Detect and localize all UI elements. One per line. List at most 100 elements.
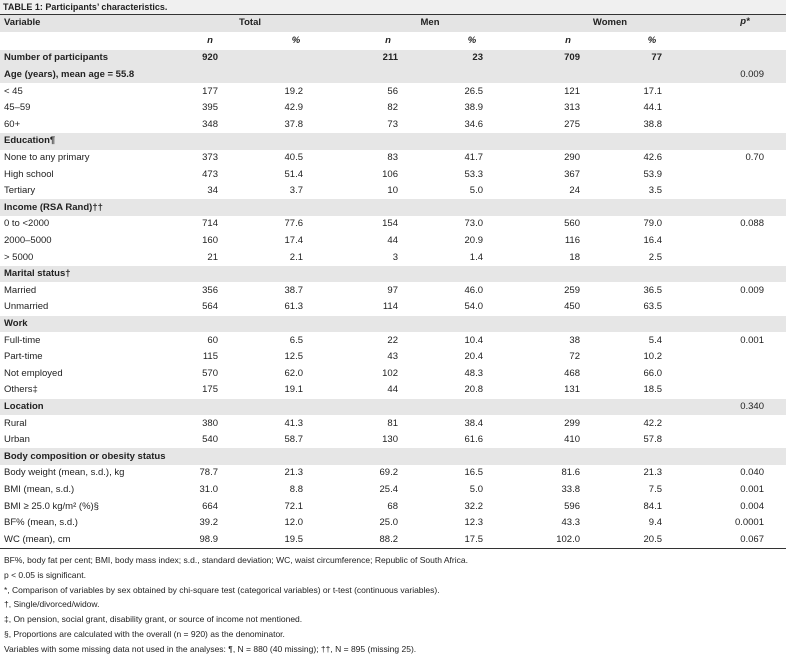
cell: 43.3 — [561, 517, 581, 529]
cell: 26.5 — [464, 85, 484, 97]
cell: 41.7 — [464, 151, 484, 163]
cell: 42.2 — [643, 417, 663, 429]
cell: 62.0 — [284, 367, 304, 379]
cell: 5.4 — [648, 334, 662, 346]
cell: 72.1 — [284, 500, 304, 512]
cell: 20.5 — [643, 533, 663, 545]
cell: 78.7 — [199, 467, 219, 479]
cell: 54.0 — [464, 301, 484, 313]
cell: 33.8 — [561, 483, 581, 495]
cell: 73 — [387, 118, 398, 130]
cell: 18 — [569, 251, 580, 263]
cell: 77 — [651, 52, 662, 64]
cell: 43 — [387, 351, 398, 363]
cell: 12.5 — [284, 351, 304, 363]
cell: 84.1 — [643, 500, 663, 512]
cell: 10.4 — [464, 334, 484, 346]
cell: 73.0 — [464, 218, 484, 230]
cell: 21 — [207, 251, 218, 263]
cell: 34.6 — [464, 118, 484, 130]
cell: 63.5 — [643, 301, 663, 313]
cell: 115 — [202, 351, 218, 363]
cell: 19.1 — [284, 384, 304, 396]
footnote: §, Proportions are calculated with the o… — [4, 629, 285, 639]
cell: 560 — [564, 218, 580, 230]
footnote: BF%, body fat per cent; BMI, body mass i… — [4, 555, 468, 565]
sub-header: n — [385, 35, 391, 46]
row-label: High school — [4, 168, 54, 180]
cell: 42.9 — [284, 102, 304, 114]
p-value: 0.0001 — [734, 517, 764, 529]
cell: 2.5 — [648, 251, 662, 263]
header-variable: Variable — [4, 17, 41, 28]
row-bg — [0, 448, 786, 465]
cell: 468 — [564, 367, 580, 379]
cell: 116 — [564, 234, 580, 246]
cell: 81 — [387, 417, 398, 429]
cell: 154 — [382, 218, 398, 230]
row-bg — [0, 66, 786, 84]
section-label: Age (years), mean age = 55.8 — [4, 68, 135, 80]
cell: 88.2 — [379, 533, 399, 545]
cell: 2.1 — [289, 251, 303, 263]
group-header: Women — [592, 17, 628, 28]
cell: 714 — [202, 218, 218, 230]
cell: 36.5 — [643, 284, 663, 296]
rule — [0, 548, 786, 549]
cell: 61.3 — [284, 301, 304, 313]
row-bg — [0, 133, 786, 150]
cell: 38.9 — [464, 102, 484, 114]
cell: 5.0 — [469, 185, 483, 197]
row-bg — [0, 398, 786, 416]
cell: 114 — [382, 301, 398, 313]
cell: 68 — [387, 500, 398, 512]
cell: 275 — [564, 118, 580, 130]
cell: 38.4 — [464, 417, 484, 429]
cell: 130 — [382, 434, 398, 446]
cell: 19.5 — [284, 533, 304, 545]
cell: 69.2 — [379, 467, 399, 479]
p-value: 0.009 — [740, 68, 764, 80]
cell: 596 — [564, 500, 580, 512]
sub-header: % — [467, 35, 477, 46]
cell: 25.0 — [379, 517, 399, 529]
cell: 57.8 — [643, 434, 663, 446]
section-label: Body composition or obesity status — [4, 450, 166, 462]
header-bg — [0, 15, 786, 32]
cell: 24 — [569, 185, 580, 197]
cell: 20.8 — [464, 384, 484, 396]
cell: 313 — [564, 102, 580, 114]
p-value: 0.009 — [740, 284, 764, 296]
cell: 38.8 — [643, 118, 663, 130]
row-bg — [0, 199, 786, 216]
cell: 6.5 — [289, 334, 303, 346]
p-value: 0.067 — [740, 533, 764, 545]
p-value: 0.088 — [740, 218, 764, 230]
row-label: 60+ — [4, 118, 21, 130]
cell: 564 — [202, 301, 218, 313]
row-label: BMI ≥ 25.0 kg/m² (%)§ — [4, 500, 99, 512]
p-value: 0.340 — [740, 400, 764, 412]
cell: 22 — [387, 334, 398, 346]
cell: 53.3 — [464, 168, 484, 180]
cell: 66.0 — [643, 367, 663, 379]
row-label: Part-time — [4, 351, 43, 363]
cell: 7.5 — [648, 483, 662, 495]
cell: 175 — [202, 384, 218, 396]
row-bg — [0, 265, 786, 283]
row-label: > 5000 — [4, 251, 34, 263]
cell: 60 — [207, 334, 218, 346]
cell: 106 — [382, 168, 398, 180]
sub-header: n — [565, 35, 571, 46]
cell: 709 — [564, 52, 580, 64]
table-title: TABLE 1: Participants’ characteristics. — [3, 2, 168, 12]
cell: 82 — [387, 102, 398, 114]
cell: 32.2 — [464, 500, 484, 512]
cell: 10 — [387, 185, 398, 197]
cell: 17.4 — [284, 234, 304, 246]
p-value: 0.001 — [740, 483, 764, 495]
cell: 41.3 — [284, 417, 304, 429]
cell: 21.3 — [284, 467, 304, 479]
row-label: WC (mean), cm — [4, 533, 71, 545]
cell: 38 — [569, 334, 580, 346]
